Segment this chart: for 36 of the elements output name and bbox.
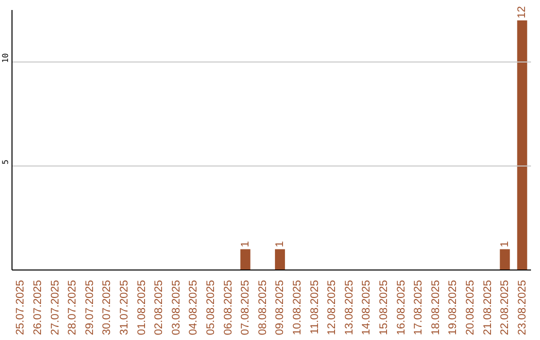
x-tick-label: 14.08.2025 bbox=[360, 280, 373, 336]
x-tick-label: 08.08.2025 bbox=[256, 280, 269, 336]
x-tick-label: 21.08.2025 bbox=[482, 280, 494, 336]
x-tick-label: 28.07.2025 bbox=[66, 280, 79, 336]
x-tick-label: 11.08.2025 bbox=[308, 280, 321, 334]
data-label: 1 bbox=[498, 241, 511, 248]
x-tick-label: 27.07.2025 bbox=[49, 280, 62, 336]
data-label: 1 bbox=[239, 241, 252, 248]
y-tick-label: 5 bbox=[1, 159, 10, 164]
x-tick-label: 25.07.2025 bbox=[14, 280, 27, 336]
x-tick-label: 02.08.2025 bbox=[153, 280, 166, 336]
data-label: 12 bbox=[516, 6, 528, 18]
y-tick-label: 10 bbox=[1, 53, 10, 63]
data-label: 1 bbox=[274, 241, 286, 248]
x-tick-label: 15.08.2025 bbox=[378, 280, 390, 336]
x-tick-label: 19.08.2025 bbox=[447, 280, 460, 336]
x-tick-label: 22.08.2025 bbox=[499, 280, 512, 336]
x-tick-label: 07.08.2025 bbox=[240, 280, 252, 336]
x-tick-label: 13.08.2025 bbox=[343, 280, 356, 336]
x-tick-label: 26.07.2025 bbox=[32, 280, 44, 336]
x-tick-label: 09.08.2025 bbox=[274, 280, 286, 336]
x-tick-label: 20.08.2025 bbox=[464, 280, 476, 336]
x-tick-label: 23.08.2025 bbox=[516, 280, 528, 336]
x-tick-label: 30.07.2025 bbox=[101, 280, 114, 336]
x-tick-label: 10.08.2025 bbox=[291, 280, 304, 336]
x-tick-label: 31.07.2025 bbox=[118, 280, 130, 336]
x-tick-label: 06.08.2025 bbox=[222, 280, 234, 336]
x-tick-label: 05.08.2025 bbox=[204, 280, 217, 336]
x-tick-label: 17.08.2025 bbox=[412, 280, 425, 336]
x-tick-label: 29.07.2025 bbox=[84, 280, 96, 336]
x-tick-label: 01.08.2025 bbox=[136, 280, 148, 336]
x-tick-label: 16.08.2025 bbox=[395, 280, 408, 336]
x-tick-label: 03.08.2025 bbox=[170, 280, 182, 336]
x-tick-label: 18.08.2025 bbox=[430, 280, 442, 336]
x-tick-label: 04.08.2025 bbox=[188, 280, 200, 336]
x-tick-label: 12.08.2025 bbox=[326, 280, 338, 336]
